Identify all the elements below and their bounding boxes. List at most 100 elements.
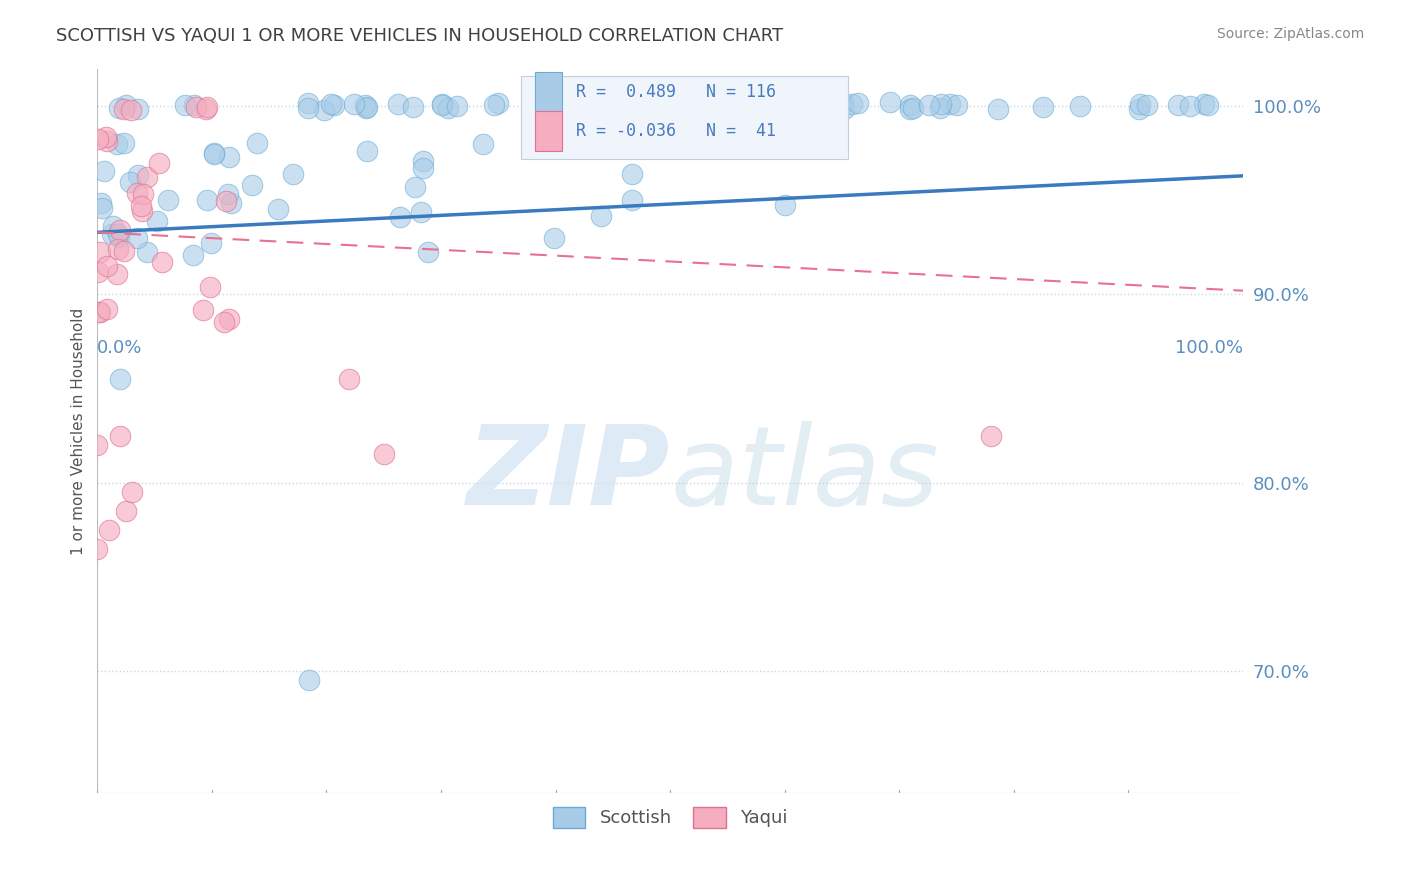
Point bbox=[107, 227, 129, 241]
Point bbox=[387, 97, 409, 112]
Point bbox=[89, 305, 111, 319]
Point bbox=[603, 97, 626, 112]
Point bbox=[430, 98, 453, 112]
Point bbox=[652, 102, 675, 116]
Point bbox=[654, 99, 676, 113]
Point bbox=[132, 186, 155, 201]
Point bbox=[1136, 97, 1159, 112]
Point bbox=[114, 97, 136, 112]
Point bbox=[579, 133, 602, 147]
Point bbox=[551, 96, 574, 111]
Point bbox=[755, 101, 778, 115]
Point bbox=[641, 128, 664, 143]
Point bbox=[353, 98, 375, 112]
Point bbox=[437, 101, 460, 115]
Point bbox=[181, 248, 204, 262]
Point bbox=[101, 227, 124, 241]
Point bbox=[354, 101, 377, 115]
Point bbox=[114, 136, 136, 151]
Point bbox=[561, 99, 583, 113]
Point bbox=[89, 304, 111, 318]
Point bbox=[731, 101, 754, 115]
Point bbox=[218, 312, 240, 326]
Text: 100.0%: 100.0% bbox=[1175, 339, 1243, 357]
Point bbox=[214, 315, 236, 329]
Point bbox=[115, 504, 138, 518]
Point bbox=[97, 523, 120, 537]
Text: ZIP: ZIP bbox=[467, 421, 671, 528]
Text: 0.0%: 0.0% bbox=[97, 339, 143, 357]
Point bbox=[110, 372, 132, 386]
Point bbox=[543, 231, 565, 245]
Point bbox=[1194, 97, 1216, 112]
Point bbox=[202, 147, 225, 161]
Point bbox=[319, 96, 342, 111]
Point bbox=[146, 214, 169, 228]
Point bbox=[614, 99, 637, 113]
Point bbox=[90, 196, 112, 211]
Point bbox=[418, 244, 440, 259]
Point bbox=[446, 99, 468, 113]
Point bbox=[93, 164, 115, 178]
Point bbox=[120, 175, 142, 189]
Point bbox=[112, 102, 135, 116]
Point bbox=[356, 144, 378, 158]
Point bbox=[96, 134, 118, 148]
Point bbox=[125, 186, 148, 200]
Point bbox=[219, 196, 242, 211]
Text: SCOTTISH VS YAQUI 1 OR MORE VEHICLES IN HOUSEHOLD CORRELATION CHART: SCOTTISH VS YAQUI 1 OR MORE VEHICLES IN … bbox=[56, 27, 783, 45]
Point bbox=[195, 100, 218, 114]
Point bbox=[110, 428, 132, 442]
Point bbox=[107, 242, 129, 256]
Point bbox=[183, 98, 205, 112]
Text: R = -0.036   N =  41: R = -0.036 N = 41 bbox=[576, 122, 776, 140]
Y-axis label: 1 or more Vehicles in Household: 1 or more Vehicles in Household bbox=[72, 308, 86, 555]
Point bbox=[929, 97, 952, 112]
Point bbox=[1167, 98, 1189, 112]
Point bbox=[267, 202, 290, 216]
Point bbox=[217, 187, 239, 202]
Point bbox=[96, 129, 118, 144]
Point bbox=[86, 438, 108, 452]
Point bbox=[430, 96, 453, 111]
FancyBboxPatch shape bbox=[534, 71, 562, 112]
Point bbox=[91, 201, 114, 215]
Text: R =  0.489   N = 116: R = 0.489 N = 116 bbox=[576, 83, 776, 101]
Point bbox=[484, 97, 506, 112]
Point bbox=[820, 101, 842, 115]
Point bbox=[1178, 99, 1201, 113]
Point bbox=[620, 194, 643, 208]
Point bbox=[96, 302, 118, 317]
Point bbox=[1198, 98, 1220, 112]
Point bbox=[156, 194, 179, 208]
Point bbox=[148, 155, 170, 169]
Point bbox=[780, 99, 803, 113]
Point bbox=[879, 95, 901, 110]
Point bbox=[612, 97, 634, 112]
Point bbox=[411, 205, 433, 219]
Point bbox=[297, 101, 319, 115]
Point bbox=[794, 102, 817, 116]
Point bbox=[402, 100, 425, 114]
Point bbox=[404, 180, 426, 194]
Point bbox=[713, 102, 735, 116]
FancyBboxPatch shape bbox=[534, 111, 562, 151]
Point bbox=[832, 102, 855, 116]
Point bbox=[831, 95, 853, 110]
Point bbox=[86, 541, 108, 556]
Point bbox=[1069, 99, 1091, 113]
Point bbox=[662, 103, 685, 117]
Point bbox=[202, 146, 225, 161]
Point bbox=[323, 97, 346, 112]
Point bbox=[647, 99, 669, 113]
Point bbox=[125, 231, 148, 245]
Point bbox=[240, 178, 263, 193]
Point bbox=[412, 161, 434, 176]
Text: atlas: atlas bbox=[671, 421, 939, 528]
Point bbox=[246, 136, 269, 150]
Point bbox=[486, 96, 509, 111]
Point bbox=[200, 279, 222, 293]
Point bbox=[108, 222, 131, 236]
FancyBboxPatch shape bbox=[522, 76, 848, 159]
Point bbox=[1032, 100, 1054, 114]
